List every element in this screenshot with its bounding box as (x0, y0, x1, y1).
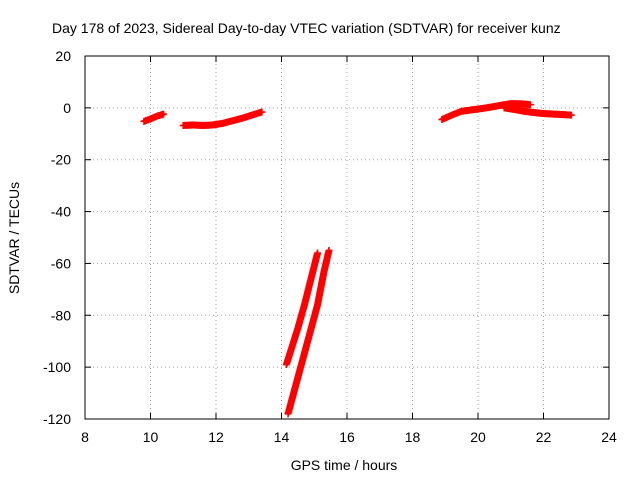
y-tick-label: 0 (63, 100, 71, 116)
series-arc-3 (282, 249, 322, 369)
x-tick-label: 18 (405, 429, 421, 445)
data-point (567, 111, 575, 119)
data-points (140, 100, 575, 418)
series-arc-5 (438, 100, 534, 124)
y-tick-label: -20 (51, 152, 71, 168)
data-point (160, 110, 168, 118)
y-tick-label: -60 (51, 255, 71, 271)
data-point (314, 249, 322, 257)
axis-ticks (84, 55, 610, 420)
y-tick-label: -40 (51, 204, 71, 220)
x-tick-label: 16 (339, 429, 355, 445)
y-tick-label: -100 (43, 359, 71, 375)
data-point (325, 246, 333, 254)
data-point (526, 101, 534, 109)
x-axis-title: GPS time / hours (291, 457, 398, 473)
x-tick-label: 24 (601, 429, 617, 445)
x-tick-label: 20 (470, 429, 486, 445)
series-arc-1 (140, 110, 168, 125)
chart-title: Day 178 of 2023, Sidereal Day-to-day VTE… (52, 20, 561, 36)
x-tick-label: 12 (208, 429, 224, 445)
x-tick-label: 8 (81, 429, 89, 445)
series-arc-6 (500, 104, 575, 119)
y-tick-label: 20 (55, 48, 71, 64)
data-point (258, 108, 266, 116)
x-tick-labels: 8 10 12 14 16 18 20 22 24 (81, 429, 617, 445)
y-axis-title: SDTVAR / TECUs (6, 182, 22, 294)
x-tick-label: 22 (536, 429, 552, 445)
series-arc-4 (284, 246, 333, 418)
y-tick-label: -120 (43, 411, 71, 427)
y-tick-label: -80 (51, 307, 71, 323)
x-tick-label: 14 (274, 429, 290, 445)
y-tick-labels: 20 0 -20 -40 -60 -80 -100 -120 (43, 48, 71, 427)
x-tick-label: 10 (143, 429, 159, 445)
series-arc-2 (179, 108, 266, 129)
